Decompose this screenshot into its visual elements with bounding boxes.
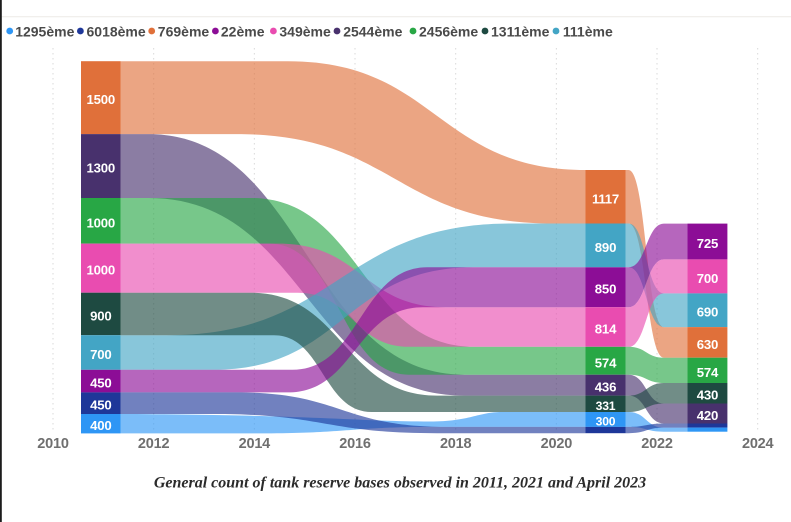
svg-text:331: 331 <box>596 399 616 413</box>
svg-text:900: 900 <box>90 308 111 323</box>
svg-text:2018: 2018 <box>440 436 472 452</box>
svg-text:890: 890 <box>595 240 616 255</box>
svg-text:769ème: 769ème <box>158 24 210 40</box>
svg-text:1295ème: 1295ème <box>15 24 74 40</box>
svg-text:2456ème: 2456ème <box>419 24 478 40</box>
svg-text:690: 690 <box>697 305 718 320</box>
svg-text:430: 430 <box>697 388 718 403</box>
svg-text:450: 450 <box>90 398 111 413</box>
svg-text:2016: 2016 <box>339 436 371 452</box>
svg-text:2014: 2014 <box>239 436 271 452</box>
svg-text:1000: 1000 <box>87 215 116 230</box>
svg-text:2024: 2024 <box>742 436 774 452</box>
svg-text:2010: 2010 <box>37 436 69 452</box>
svg-text:450: 450 <box>90 376 111 391</box>
svg-text:6018ème: 6018ème <box>87 24 146 40</box>
svg-text:1311ème: 1311ème <box>491 24 550 40</box>
svg-text:1300: 1300 <box>87 161 116 176</box>
svg-text:2020: 2020 <box>541 436 573 452</box>
svg-text:814: 814 <box>595 322 617 337</box>
svg-text:700: 700 <box>697 271 718 286</box>
svg-text:1117: 1117 <box>592 191 619 206</box>
svg-text:300: 300 <box>596 414 616 428</box>
svg-text:2022: 2022 <box>641 436 673 452</box>
svg-text:574: 574 <box>595 355 617 370</box>
svg-text:1000: 1000 <box>87 263 116 278</box>
svg-text:2544ème: 2544ème <box>343 24 402 40</box>
svg-text:349ème: 349ème <box>279 24 331 40</box>
svg-text:436: 436 <box>595 380 616 395</box>
svg-text:2012: 2012 <box>138 436 170 452</box>
svg-text:574: 574 <box>697 365 719 380</box>
svg-text:400: 400 <box>90 418 111 433</box>
svg-text:725: 725 <box>697 236 718 251</box>
svg-text:420: 420 <box>697 408 718 423</box>
svg-text:General count of tank reserve: General count of tank reserve bases obse… <box>154 475 646 492</box>
svg-text:111ème: 111ème <box>563 24 613 40</box>
svg-text:850: 850 <box>595 282 616 297</box>
svg-text:22ème: 22ème <box>221 24 265 40</box>
svg-text:700: 700 <box>90 347 111 362</box>
svg-text:630: 630 <box>697 337 718 352</box>
svg-text:1500: 1500 <box>87 92 116 107</box>
